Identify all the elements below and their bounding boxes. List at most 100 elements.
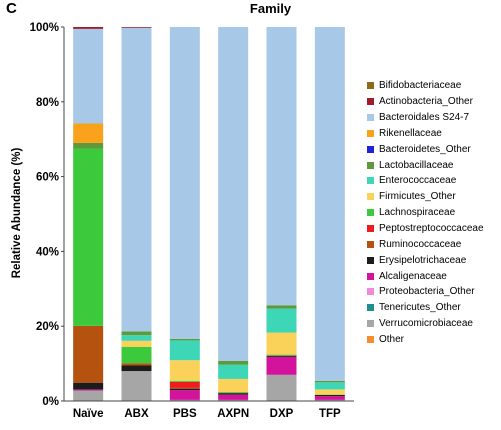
bar-segment	[73, 123, 104, 143]
y-tick-label: 100%	[30, 22, 59, 34]
bar-segment	[169, 381, 200, 388]
legend-entry: Actinobacteria_Other	[367, 94, 484, 110]
x-tick-label: ABX	[124, 408, 149, 420]
legend-entry: Rikenellaceae	[367, 126, 484, 142]
y-tick-label: 0%	[42, 396, 59, 408]
x-tick-label: Naïve	[73, 408, 104, 420]
x-tick-label: DXP	[270, 408, 294, 420]
bar-segment	[218, 378, 249, 393]
bar-segment	[314, 382, 345, 390]
bar-segment	[218, 360, 249, 365]
bar-stack	[121, 27, 152, 401]
legend-label: Proteobacteria_Other	[379, 286, 475, 298]
legend-entry: Lactobacillaceae	[367, 157, 484, 173]
legend-swatch	[367, 320, 374, 328]
legend-entry: Firmicutes_Other	[367, 189, 484, 205]
bar-segment	[121, 335, 152, 341]
legend-swatch	[367, 129, 374, 137]
bar-segment	[121, 340, 152, 347]
legend-entry: Erysipelotrichaceae	[367, 252, 484, 268]
bar-segment	[169, 340, 200, 361]
legend-label: Bacteroidales S24-7	[379, 112, 470, 124]
bar-stack	[169, 27, 200, 401]
bar-segment	[218, 399, 249, 401]
bar-segment	[218, 364, 249, 379]
legend: Bifidobacteriaceae Actinobacteria_Other Ba…	[367, 78, 484, 347]
legend-entry: Bacteroidetes_Other	[367, 141, 484, 157]
bar-segment	[314, 380, 345, 383]
bar-segment	[121, 27, 152, 28]
bar-segment	[169, 390, 200, 400]
legend-swatch	[367, 256, 374, 264]
bar-segment	[314, 389, 345, 395]
bar-segment	[266, 27, 297, 306]
bar-segment	[314, 27, 345, 381]
bar-segment	[121, 331, 152, 336]
bar-segment	[169, 388, 200, 391]
bar-stack	[266, 27, 297, 401]
legend-label: Ruminococcaceae	[379, 238, 462, 250]
legend-swatch	[367, 177, 374, 185]
legend-label: Lactobacillaceae	[379, 159, 454, 171]
bar-segment	[73, 28, 104, 124]
bar-segment	[121, 371, 152, 401]
y-tick-label: 80%	[36, 97, 59, 109]
bar-segment	[169, 380, 200, 382]
bar-segment	[266, 354, 297, 356]
legend-entry: Other	[367, 332, 484, 348]
bar-stack	[314, 27, 345, 401]
bar-segment	[121, 27, 152, 332]
legend-label: Other	[379, 333, 405, 345]
bar-segment	[73, 148, 104, 326]
x-tick-label: TFP	[319, 408, 341, 420]
bar-segment	[266, 332, 297, 355]
legend-label: Rikenellaceae	[379, 127, 442, 139]
bar-segment	[73, 382, 104, 390]
legend-label: Tenericutes_Other	[379, 302, 461, 314]
bar-segment	[218, 393, 249, 395]
bar-segment	[169, 387, 200, 389]
bar-segment	[121, 363, 152, 366]
bar-segment	[73, 325, 104, 383]
bar-segment	[121, 346, 152, 364]
legend-swatch	[367, 304, 374, 312]
bar-segment	[266, 308, 297, 333]
bar-segment	[73, 389, 104, 391]
legend-label: Firmicutes_Other	[379, 191, 456, 203]
bar-segment	[266, 305, 297, 309]
bar-segment	[218, 392, 249, 393]
legend-swatch	[367, 114, 374, 122]
legend-swatch	[367, 225, 374, 233]
legend-swatch	[367, 335, 374, 343]
bar-segment	[266, 374, 297, 401]
legend-swatch	[367, 272, 374, 280]
legend-label: Lachnospiraceae	[379, 207, 456, 219]
y-tick-label: 60%	[36, 172, 59, 184]
legend-label: Erysipelotrichaceae	[379, 254, 467, 266]
y-tick-label: 40%	[36, 246, 59, 258]
bar-segment	[218, 27, 249, 361]
legend-label: Verrucomicrobiaceae	[379, 318, 473, 330]
panel-letter: C	[6, 0, 17, 17]
legend-entry: Alcaligenaceae	[367, 268, 484, 284]
y-axis-label: Relative Abundance (%)	[11, 148, 23, 279]
bar-segment	[266, 355, 297, 357]
legend-label: Bacteroidetes_Other	[379, 143, 471, 155]
x-tick-label: PBS	[173, 408, 197, 420]
legend-swatch	[367, 288, 374, 296]
legend-swatch	[367, 240, 374, 248]
legend-entry: Peptostreptococcaceae	[367, 221, 484, 237]
bar-segment	[314, 395, 345, 397]
x-tick-label: AXPN	[217, 408, 249, 420]
legend-entry: Ruminococcaceae	[367, 236, 484, 252]
legend-entry: Tenericutes_Other	[367, 300, 484, 316]
bar-segment	[169, 360, 200, 381]
legend-entry: Lachnospiraceae	[367, 205, 484, 221]
legend-label: Alcaligenaceae	[379, 270, 447, 282]
bar-segment	[73, 142, 104, 149]
bar-segment	[314, 399, 345, 401]
legend-swatch	[367, 209, 374, 217]
bar-segment	[121, 365, 152, 372]
y-tick-label: 20%	[36, 321, 59, 333]
